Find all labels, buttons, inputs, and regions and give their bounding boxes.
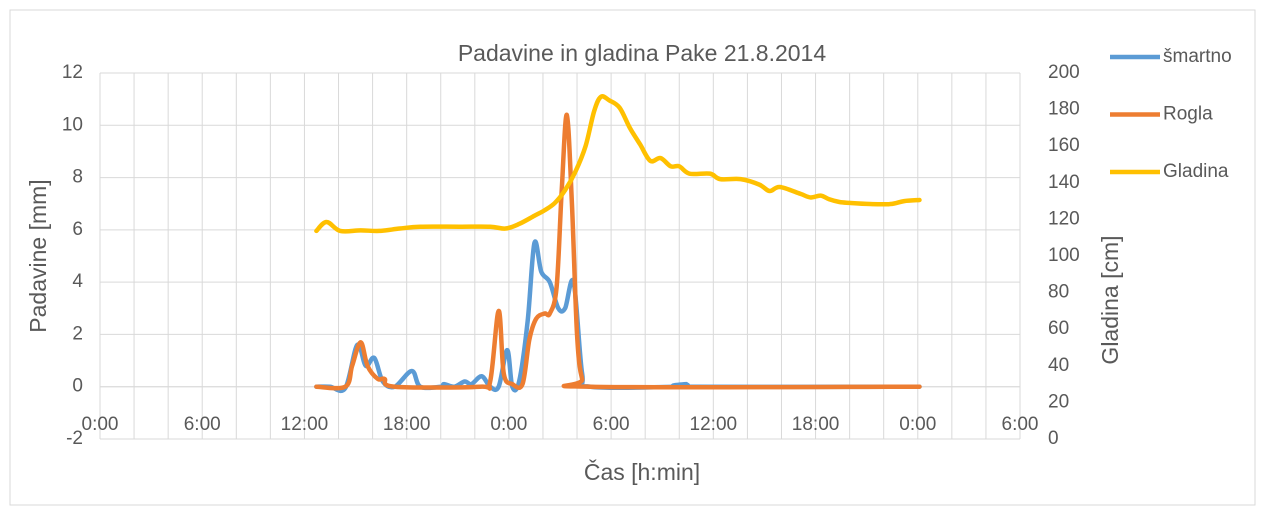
y-tick-label: 0 (72, 376, 83, 397)
plot (314, 94, 922, 394)
x-tick-label: 12:00 (281, 414, 329, 435)
y2-tick-label: 0 (1048, 428, 1059, 449)
legend-label: Gladina (1163, 161, 1229, 182)
line-series (314, 94, 922, 234)
y2-tick-label: 80 (1048, 282, 1069, 303)
y-tick-label: 6 (72, 219, 83, 240)
x-tick-label: 12:00 (690, 414, 738, 435)
y2-axis-title: Gladina [cm] (1097, 235, 1123, 364)
y2-tick-label: 200 (1048, 62, 1080, 83)
y-axis-title: Padavine [mm] (25, 179, 51, 332)
y-tick-label: 12 (62, 62, 83, 83)
y2-tick-label: 20 (1048, 391, 1069, 412)
y-tick-label: 8 (72, 167, 83, 188)
legend-label: Rogla (1163, 104, 1213, 125)
y2-tick-label: 140 (1048, 172, 1080, 193)
x-tick-label: 18:00 (792, 414, 840, 435)
y2-tick-label: 100 (1048, 245, 1080, 266)
chart-title: Padavine in gladina Pake 21.8.2014 (458, 40, 827, 66)
y2-tick-label: 160 (1048, 135, 1080, 156)
x-tick-label: 0:00 (82, 414, 119, 435)
y2-tick-label: 180 (1048, 99, 1080, 120)
x-axis-title: Čas [h:min] (584, 458, 700, 485)
y2-tick-label: 40 (1048, 355, 1069, 376)
x-tick-label: 0:00 (899, 414, 936, 435)
x-tick-label: 18:00 (383, 414, 431, 435)
x-tick-label: 6:00 (593, 414, 630, 435)
y-tick-label: 10 (62, 114, 83, 135)
y-tick-label: 2 (72, 323, 83, 344)
y2-tick-label: 60 (1048, 318, 1069, 339)
line-series (314, 112, 922, 391)
chart-border (9, 9, 1256, 506)
y2-tick-label: 120 (1048, 208, 1080, 229)
x-tick-label: 0:00 (490, 414, 527, 435)
grid (99, 72, 1021, 440)
legend-label: šmartno (1163, 46, 1232, 67)
x-tick-label: 6:00 (184, 414, 221, 435)
x-tick-label: 6:00 (1002, 414, 1039, 435)
y-tick-label: -2 (66, 428, 83, 449)
y-tick-label: 4 (72, 271, 83, 292)
